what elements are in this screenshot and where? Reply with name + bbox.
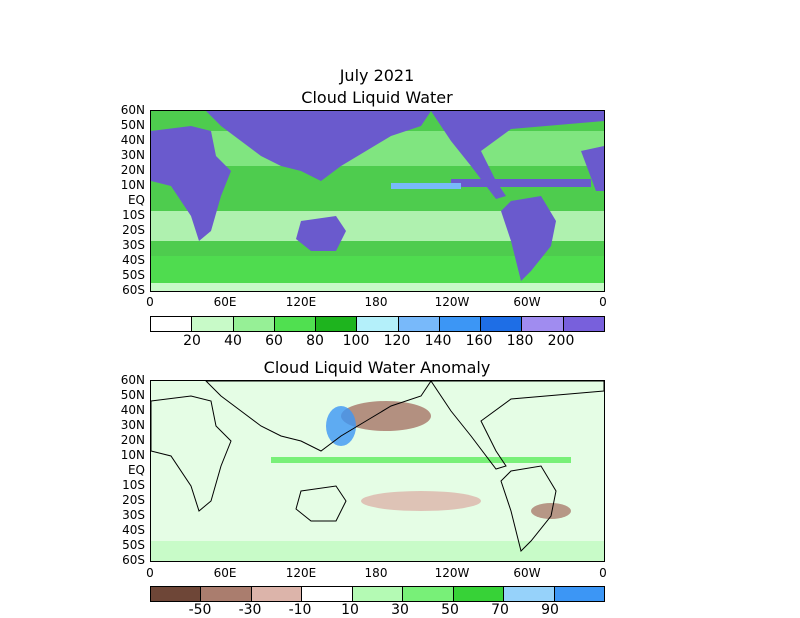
bottom-colorbar-label: -30 [238,602,262,618]
top-y-tick-label: 60S [122,283,145,297]
bottom-y-tick-label: 10N [120,448,145,462]
top-y-tick-label: 20S [122,223,145,237]
top-y-tick-label: 10S [122,208,145,222]
top-x-tick-label: 0 [146,295,154,309]
top-y-tick-label: 40N [120,133,145,147]
top-x-tick-label: 0 [599,295,607,309]
bottom-x-tick-label: 180 [364,566,388,580]
top-y-tick-label: 40S [122,253,145,267]
top-y-tick-label: 10N [120,178,145,192]
top-y-tick-label: 30N [120,148,145,162]
bottom-x-tick-label: 120W [434,566,470,580]
top-colorbar-label: 100 [342,333,370,349]
top-colorbar-label: 120 [383,333,411,349]
top-y-tick-label: 60N [120,103,145,117]
bottom-x-tick-label: 60W [513,566,541,580]
bottom-colorbar-label: -10 [288,602,312,618]
figure-title: July 2021 [339,66,415,85]
top-x-tick-label: 120E [285,295,317,309]
bottom-y-tick-label: 60N [120,373,145,387]
bottom-y-tick-label: 20N [120,433,145,447]
bottom-x-tick-label: 120E [285,566,317,580]
top-colorbar-label: 180 [506,333,534,349]
top-y-tick-label: 50N [120,118,145,132]
top-colorbar-label: 40 [224,333,242,349]
bottom-y-tick-label: 60S [122,553,145,567]
bottom-colorbar-label: 70 [491,602,509,618]
top-colorbar-label: 140 [424,333,452,349]
bottom-y-tick-label: 20S [122,493,145,507]
top-x-tick-label: 180 [364,295,388,309]
bottom-y-tick-label: 40N [120,403,145,417]
top-map-title: Cloud Liquid Water [301,88,453,107]
bottom-colorbar-label: 90 [541,602,559,618]
bottom-colorbar [150,586,605,602]
bottom-colorbar-label: 50 [441,602,459,618]
bottom-map-title: Cloud Liquid Water Anomaly [263,358,491,377]
bottom-y-tick-label: EQ [127,463,145,477]
top-y-tick-label: 50S [122,268,145,282]
bottom-y-tick-label: 30S [122,508,145,522]
top-y-tick-label: EQ [127,193,145,207]
top-colorbar-label: 20 [183,333,201,349]
top-x-tick-label: 60W [513,295,541,309]
bottom-colorbar-label: 30 [391,602,409,618]
top-y-tick-label: 30S [122,238,145,252]
bottom-colorbar-label: -50 [188,602,212,618]
cloud-liquid-water-anomaly-field [151,381,604,561]
top-y-tick-label: 20N [120,163,145,177]
top-colorbar [150,316,605,332]
bottom-x-tick-label: 0 [146,566,154,580]
top-x-tick-label: 60E [213,295,237,309]
cloud-liquid-water-field [151,111,604,291]
cloud-liquid-water-map [150,110,605,292]
bottom-x-tick-label: 60E [213,566,237,580]
bottom-y-tick-label: 30N [120,418,145,432]
top-colorbar-label: 60 [265,333,283,349]
cloud-liquid-water-anomaly-map [150,380,605,562]
bottom-y-tick-label: 50N [120,388,145,402]
bottom-y-tick-label: 10S [122,478,145,492]
top-colorbar-label: 160 [465,333,493,349]
top-colorbar-label: 80 [306,333,324,349]
top-colorbar-label: 200 [547,333,575,349]
bottom-y-tick-label: 50S [122,538,145,552]
bottom-colorbar-label: 10 [341,602,359,618]
top-x-tick-label: 120W [434,295,470,309]
bottom-x-tick-label: 0 [599,566,607,580]
bottom-y-tick-label: 40S [122,523,145,537]
